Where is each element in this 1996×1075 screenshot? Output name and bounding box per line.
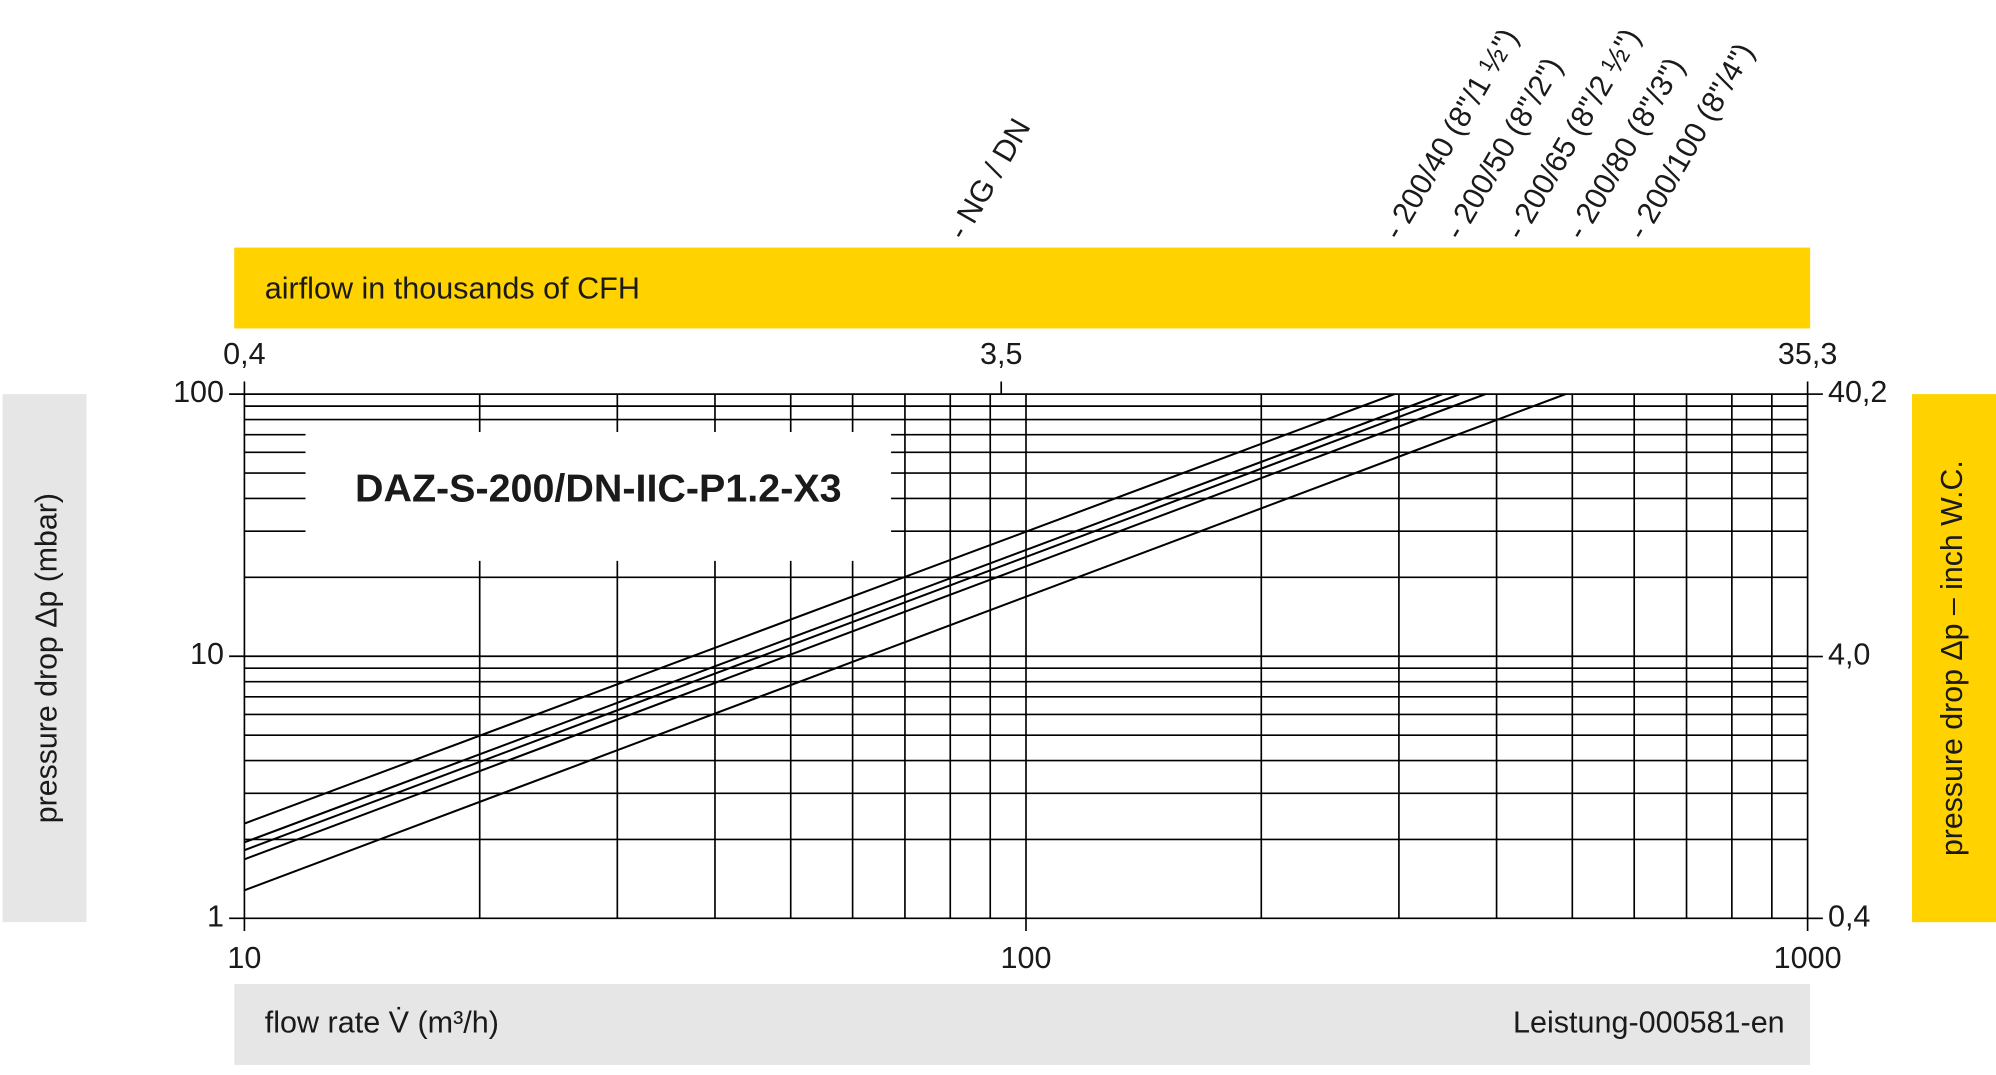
y2-tick-label: 0,4 [1828,899,1871,933]
title-box [305,432,892,561]
x2-tick-label: 35,3 [1778,337,1837,371]
x-axis-label: flow rate V̇ (m³/h) [265,1006,499,1040]
series-line [244,393,1566,892]
x-tick-label: 100 [1001,941,1052,975]
y-tick-label: 1 [207,899,224,933]
series-group [244,393,1566,892]
right-band [1911,394,1996,923]
top-band [234,247,1811,329]
grid [229,381,1823,931]
y-axis-label: pressure drop Δp (mbar) [29,493,63,823]
y2-axis-label: pressure drop Δp – inch W.C. [1935,460,1969,856]
note: Leistung-000581-en [1513,1006,1785,1040]
y2-tick-label: 4,0 [1828,638,1870,672]
header-label: - NG / DN [941,113,1038,245]
y2-tick-label: 40,2 [1828,375,1887,409]
x2-tick-label: 3,5 [980,337,1022,371]
x2-tick-label: 0,4 [223,337,266,371]
left-band [2,394,87,923]
x2-axis-label: airflow in thousands of CFH [265,272,640,306]
chart-title: DAZ-S-200/DN-IIC-P1.2-X3 [355,467,842,511]
series-line [244,393,1486,861]
x-tick-label: 10 [227,941,261,975]
series-line [244,393,1395,825]
series-line [244,393,1461,852]
series-line [244,393,1443,844]
bottom-band [234,984,1811,1065]
y-tick-label: 10 [190,637,224,671]
x-tick-label: 1000 [1774,941,1842,975]
y-tick-label: 100 [173,375,224,409]
